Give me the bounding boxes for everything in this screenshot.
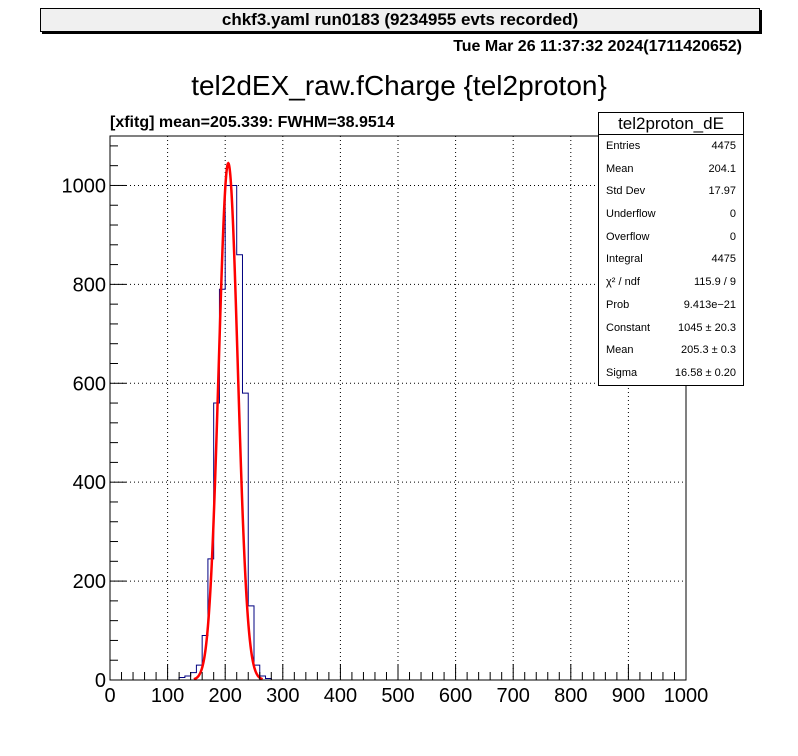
- y-tick-label: 200: [73, 571, 106, 593]
- stats-row: χ² / ndf 115.9 / 9: [599, 271, 743, 294]
- x-tick-label: 400: [324, 685, 357, 707]
- stats-key: Constant: [606, 321, 651, 334]
- stats-value: 205.3 ± 0.3: [681, 344, 736, 357]
- stats-box: tel2proton_dE Entries 4475 Mean 204.1 Std De…: [598, 112, 744, 386]
- stats-key: Entries: [606, 140, 641, 152]
- stats-value: 9.413e−21: [683, 298, 736, 311]
- x-tick-label: 900: [612, 685, 645, 707]
- x-tick-label: 0: [104, 685, 115, 707]
- stats-key: Sigma: [606, 366, 638, 379]
- stats-value: 16.58 ± 0.20: [674, 366, 736, 379]
- histogram-outline: [178, 184, 272, 680]
- x-tick-label: 300: [266, 685, 299, 707]
- stats-row: Entries 4475: [599, 135, 743, 158]
- stats-rows: Entries 4475 Mean 204.1 Std Dev 17.97 Underflo…: [599, 135, 743, 385]
- stats-row: Mean 205.3 ± 0.3: [599, 339, 743, 362]
- stats-value: 0: [729, 230, 736, 243]
- gaussian-fit-curve: [193, 161, 264, 681]
- fit-summary-label: [xfitg] mean=205.339: FWHM=38.9514: [110, 114, 395, 131]
- stats-value: 4475: [711, 140, 736, 152]
- timestamp-label: Tue Mar 26 11:37:32 2024(1711420652): [453, 38, 742, 55]
- stats-row: Constant 1045 ± 20.3: [599, 317, 743, 340]
- stats-key: χ² / ndf: [606, 276, 640, 289]
- stats-value: 4475: [711, 253, 736, 266]
- stats-value: 17.97: [708, 185, 736, 198]
- stats-title: tel2proton_dE: [599, 113, 743, 135]
- stats-value: 204.1: [708, 162, 736, 175]
- stats-key: Underflow: [606, 208, 656, 221]
- stats-row: Underflow 0: [599, 203, 743, 226]
- stats-row: Integral 4475: [599, 248, 743, 271]
- y-tick-label: 400: [73, 472, 106, 494]
- stats-value: 1045 ± 20.3: [677, 321, 736, 334]
- stats-key: Prob: [606, 298, 630, 311]
- stats-key: Mean: [606, 344, 634, 357]
- y-tick-label: 800: [73, 274, 106, 296]
- y-tick-label: 0: [95, 670, 106, 692]
- x-tick-label: 200: [209, 685, 242, 707]
- stats-row: Sigma 16.58 ± 0.20: [599, 362, 743, 385]
- x-tick-label: 600: [439, 685, 472, 707]
- run-info-banner: chkf3.yaml run0183 (9234955 evts recorde…: [40, 8, 760, 32]
- stats-row: Mean 204.1: [599, 158, 743, 181]
- stats-value: 115.9 / 9: [694, 276, 736, 289]
- x-tick-label: 700: [497, 685, 530, 707]
- x-tick-label: 100: [151, 685, 184, 707]
- x-tick-label: 800: [554, 685, 587, 707]
- stats-key: Mean: [606, 162, 634, 175]
- stats-row: Prob 9.413e−21: [599, 294, 743, 317]
- stats-key: Integral: [606, 253, 643, 266]
- x-tick-label: 500: [381, 685, 414, 707]
- y-tick-label: 1000: [62, 175, 107, 197]
- stats-row: Overflow 0: [599, 226, 743, 249]
- stats-key: Overflow: [606, 230, 650, 243]
- stats-row: Std Dev 17.97: [599, 180, 743, 203]
- y-tick-label: 600: [73, 373, 106, 395]
- x-tick-label: 1000: [664, 685, 709, 707]
- stats-key: Std Dev: [606, 185, 646, 198]
- histogram-title: tel2dEX_raw.fCharge {tel2proton}: [191, 70, 607, 101]
- stats-value: 0: [729, 208, 736, 221]
